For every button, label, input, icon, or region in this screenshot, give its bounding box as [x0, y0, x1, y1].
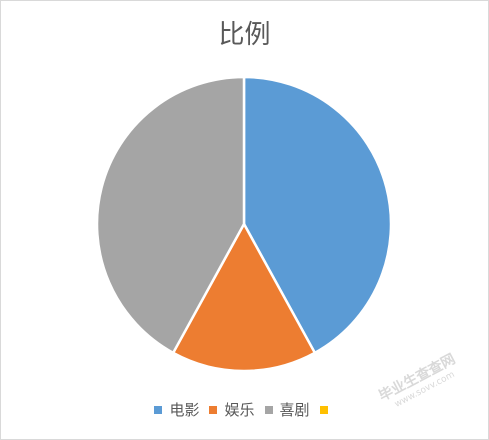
legend-item [319, 405, 335, 414]
legend-swatch [154, 405, 163, 414]
legend-swatch [319, 405, 328, 414]
legend-item: 娱乐 [209, 399, 255, 420]
legend-label: 喜剧 [279, 401, 310, 419]
legend-item: 电影 [154, 399, 199, 420]
pie-slices [95, 75, 393, 373]
pie-slice-娱乐 [171, 222, 317, 373]
legend-label: 娱乐 [224, 401, 255, 419]
chart-title: 比例 [218, 20, 271, 50]
pie-slice-电影 [242, 75, 393, 355]
legend-item: 喜剧 [264, 399, 310, 420]
legend: 电影 娱乐 喜剧 [0, 399, 489, 420]
legend-swatch [264, 405, 273, 414]
legend-swatch [209, 405, 218, 414]
pie-slice-喜剧 [95, 75, 246, 355]
legend-label: 电影 [169, 401, 200, 419]
